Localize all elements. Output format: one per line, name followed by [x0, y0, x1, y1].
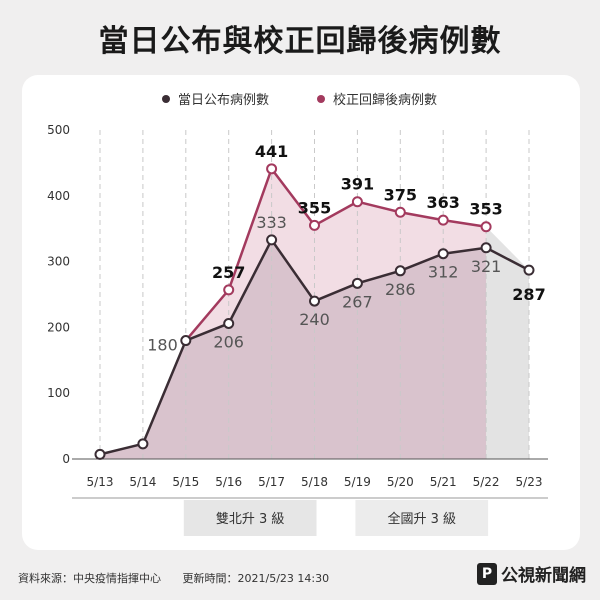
- revised-point: [480, 221, 492, 233]
- y-tick-label: 100: [47, 386, 70, 400]
- logo-text: 公視新聞網: [501, 566, 586, 586]
- legend-daily-marker: [162, 95, 170, 103]
- x-tick-label: 5/13: [87, 475, 114, 489]
- legend-revised-label: 校正回歸後病例數: [333, 92, 437, 108]
- daily-point: [437, 248, 449, 260]
- daily-point: [309, 295, 320, 307]
- revised-data-label: 375: [384, 185, 417, 204]
- revised-point: [437, 214, 449, 226]
- x-tick-label: 5/21: [430, 475, 457, 489]
- x-tick-label: 5/19: [344, 475, 371, 489]
- x-tick-label: 5/22: [473, 475, 500, 489]
- x-tick-label: 5/14: [129, 475, 156, 489]
- daily-data-label: 287: [512, 285, 545, 304]
- x-tick-label: 5/16: [215, 475, 242, 489]
- revised-data-label: 257: [212, 263, 245, 282]
- revised-point: [266, 163, 278, 175]
- line-chart: 0 100 200 300 400 500 5/13 5/14 5/15 5/16 5/17 5/18…: [47, 92, 548, 536]
- logo-mark-icon: P: [477, 562, 497, 585]
- y-tick-label: 0: [62, 452, 70, 466]
- revised-point: [309, 219, 320, 231]
- daily-point: [180, 335, 192, 347]
- revised-data-label: 391: [341, 175, 374, 194]
- daily-point: [394, 265, 406, 277]
- source-text: 資料來源：中央疫情指揮中心: [18, 572, 161, 585]
- daily-data-label: 206: [213, 332, 244, 351]
- footer: 資料來源：中央疫情指揮中心 更新時間：2021/5/23 14:30: [18, 570, 347, 586]
- daily-point: [523, 264, 535, 276]
- last-day-band: [486, 226, 529, 459]
- annotation-band: [183, 500, 317, 536]
- daily-data-label: 333: [256, 213, 287, 232]
- annotation-label: 雙北升 3 級: [216, 512, 285, 527]
- legend-revised-marker: [317, 95, 325, 103]
- x-tick-label: 5/15: [172, 475, 199, 489]
- daily-data-label: 312: [428, 263, 459, 282]
- y-tick-label: 400: [47, 189, 70, 203]
- daily-point: [223, 317, 235, 329]
- daily-data-label: 240: [299, 310, 330, 329]
- x-tick-label: 5/23: [516, 475, 543, 489]
- revised-data-label: 355: [298, 198, 331, 217]
- x-tick-label: 5/17: [258, 475, 285, 489]
- daily-data-label: 321: [471, 257, 502, 276]
- revised-point: [223, 284, 235, 296]
- logo: P 公視新聞網: [477, 561, 586, 586]
- revised-line: [184, 166, 487, 342]
- daily-point: [137, 438, 149, 450]
- x-tick-label: 5/20: [387, 475, 414, 489]
- daily-point: [351, 277, 363, 289]
- revised-data-label: 441: [255, 142, 288, 161]
- y-tick-label: 200: [47, 320, 70, 334]
- revised-data-label: 363: [426, 193, 459, 212]
- y-tick-label: 500: [47, 123, 70, 137]
- revised-data-label: 353: [469, 200, 502, 219]
- daily-area: [100, 239, 487, 459]
- daily-data-label: 267: [342, 292, 373, 311]
- daily-point: [266, 234, 278, 246]
- daily-data-label: 180: [147, 336, 178, 355]
- annotation-band: [355, 500, 489, 536]
- revised-point: [351, 196, 363, 208]
- revised-point: [394, 206, 406, 218]
- annotation-label: 全國升 3 級: [387, 511, 456, 527]
- daily-point: [94, 448, 106, 460]
- x-tick-label: 5/18: [301, 475, 328, 489]
- chart-title: 當日公布與校正回歸後病例數: [98, 24, 502, 59]
- legend-daily-label: 當日公布病例數: [178, 93, 269, 108]
- y-tick-label: 300: [47, 255, 70, 269]
- revised-area: [185, 168, 487, 341]
- updated-text: 更新時間：2021/5/23 14:30: [182, 572, 330, 585]
- daily-point: [480, 242, 492, 254]
- daily-data-label: 286: [385, 280, 416, 299]
